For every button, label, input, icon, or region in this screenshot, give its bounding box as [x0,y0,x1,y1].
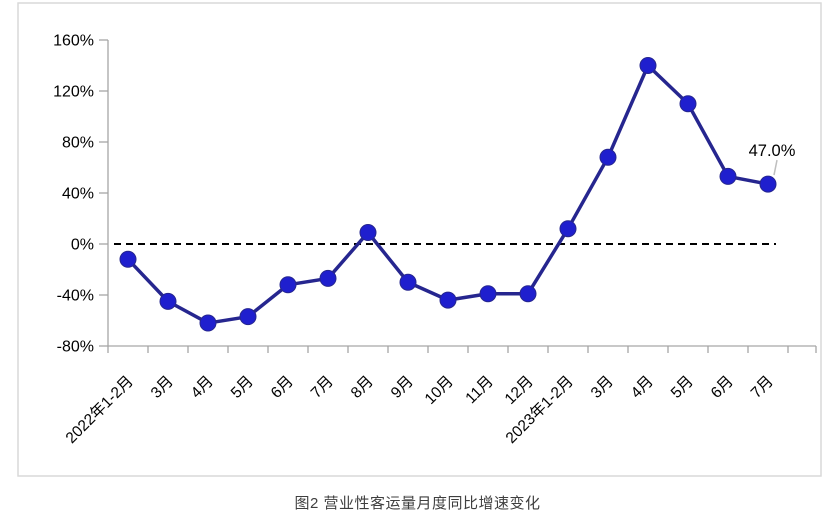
y-axis-tick-label: 80% [62,135,94,152]
data-point-marker [439,291,457,309]
x-axis-tick-label: 11月 [462,373,496,407]
x-axis-tick-label: 7月 [748,373,777,402]
data-point-marker [159,292,177,310]
data-label-annotation: 47.0% [749,142,796,160]
data-point-marker [319,269,337,287]
x-axis-tick-label: 10月 [422,373,457,408]
y-axis-tick-label: -80% [57,339,94,356]
annotation-leader-line [773,159,778,176]
data-point-marker [519,285,537,303]
y-axis-tick-label: 40% [62,186,94,203]
data-point-marker [679,95,697,113]
data-point-marker [239,308,257,326]
y-axis-tick-label: -40% [57,288,94,305]
data-point-marker [199,314,217,332]
data-point-marker [559,220,577,238]
data-point-marker [359,224,377,242]
x-axis-tick-label: 12月 [502,373,537,408]
figure-caption: 图2 营业性客运量月度同比增速变化 [294,495,541,512]
y-axis-tick-label: 120% [53,84,94,101]
x-axis-tick-label: 5月 [228,373,257,402]
y-axis-tick-label: 0% [71,237,94,254]
x-axis-tick-label: 3月 [588,373,617,402]
trend-line [126,63,770,325]
x-axis-tick-label: 4月 [628,373,657,402]
data-point-marker [719,167,737,185]
data-point-marker [759,175,777,193]
data-point-marker [599,148,617,166]
x-axis-tick-label: 8月 [348,373,377,402]
x-axis-tick-label: 5月 [668,373,697,402]
x-axis-tick-label: 7月 [308,373,337,402]
data-point-marker [279,276,297,294]
y-axis-tick-label: 160% [53,33,94,50]
data-point-marker [479,285,497,303]
data-point-marker [639,57,657,74]
x-axis-tick-label: 6月 [268,373,297,402]
x-axis-tick-label: 4月 [188,373,217,402]
x-axis-tick-label: 3月 [148,373,177,402]
x-axis-tick-label: 2022年1-2月 [62,372,137,447]
x-axis-tick-label: 6月 [708,373,737,402]
x-axis-tick-label: 9月 [388,373,417,402]
data-point-marker [399,273,417,291]
chart-border [17,2,822,477]
data-point-marker [119,250,137,268]
